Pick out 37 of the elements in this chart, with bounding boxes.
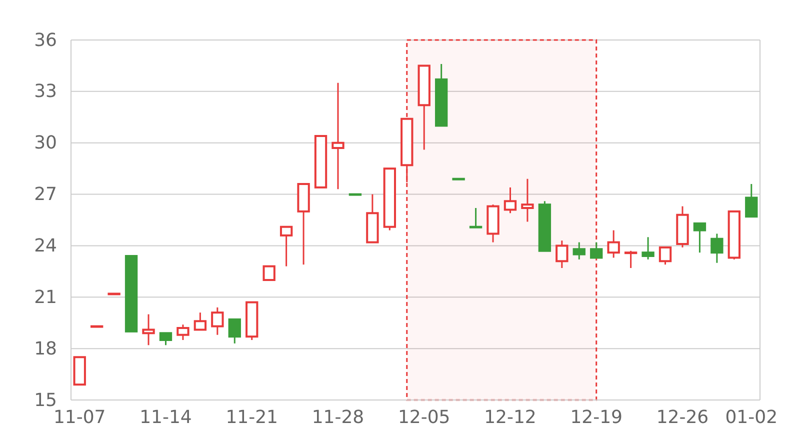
candlestick: [228, 318, 241, 344]
x-tick-label: 11-21: [226, 406, 278, 428]
y-tick-label: 30: [34, 132, 57, 154]
y-tick-label: 21: [34, 286, 57, 308]
candlestick: [607, 230, 620, 258]
candlestick: [590, 242, 603, 259]
x-tick-label: 12-26: [656, 406, 709, 428]
x-tick-label: 12-05: [398, 406, 450, 428]
candlestick: [159, 332, 172, 346]
x-tick-label: 12-12: [484, 406, 536, 428]
x-tick-label: 11-14: [140, 406, 192, 428]
candlestick: [332, 82, 344, 190]
candlestick: [710, 232, 724, 264]
candlestick: [745, 183, 758, 218]
x-tick-label: 12-19: [570, 406, 623, 428]
candlestick: [521, 178, 534, 222]
candlestick: [211, 306, 224, 336]
candlestick: [469, 207, 482, 228]
y-tick-label: 18: [34, 338, 57, 360]
candlestick: [504, 186, 517, 214]
candlestick: [556, 240, 568, 269]
candlestick: [658, 246, 672, 266]
y-tick-label: 33: [34, 81, 57, 102]
candlestick: [642, 236, 654, 260]
candlestick: [572, 242, 586, 260]
x-tick-label: 11-28: [312, 406, 364, 428]
candlestick: [262, 265, 276, 281]
candlestick: [176, 324, 190, 341]
candlestick: [693, 222, 706, 254]
x-tick-label: 01-02: [725, 406, 778, 428]
candlestick: [624, 250, 638, 269]
candlestick: [194, 312, 207, 331]
candlestick: [280, 226, 293, 268]
y-tick-label: 36: [34, 30, 57, 51]
y-tick-label: 27: [34, 184, 57, 206]
candlestick: [142, 314, 155, 346]
y-tick-label: 24: [34, 235, 57, 256]
